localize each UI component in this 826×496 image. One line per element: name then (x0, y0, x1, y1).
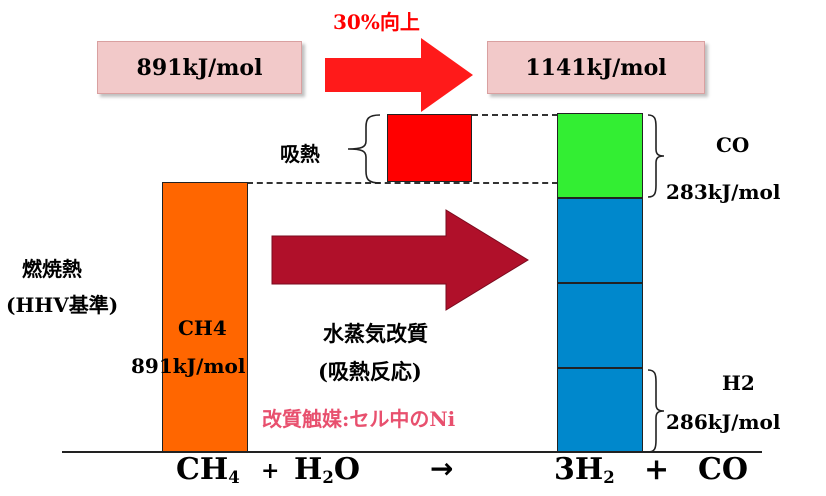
steam-reforming-label: 水蒸気改質 (323, 321, 428, 346)
endothermic-label: 吸熱 (280, 142, 320, 166)
combustion-heat-label: 燃焼熱 (22, 257, 82, 281)
eq-plus-1: + (261, 458, 280, 484)
h2-bar-3 (557, 368, 643, 452)
h2-name-label: H2 (722, 371, 755, 395)
h2-bar-2 (557, 283, 643, 368)
co-name-label: CO (716, 133, 750, 157)
baseline (62, 451, 762, 453)
catalyst-label: 改質触媒:セル中のNi (262, 407, 456, 431)
left-brace-icon (347, 114, 381, 184)
ch4-name-label: CH4 (178, 316, 227, 340)
ch4-value-label: 891kJ/mol (131, 354, 246, 378)
right-value-text: 1141kJ/mol (525, 54, 667, 81)
hhv-basis-label: (HHV基準) (6, 293, 119, 317)
h2-value-label: 286kJ/mol (666, 410, 781, 434)
eq-arrow: → (430, 452, 454, 485)
endothermic-reaction-label: (吸熱反応) (318, 359, 422, 384)
eq-plus-2: + (644, 452, 670, 487)
eq-ch4: CH4 (176, 452, 240, 488)
co-brace-icon (647, 114, 665, 198)
right-value-box: 1141kJ/mol (487, 41, 705, 94)
top-arrow-icon (325, 38, 473, 112)
eq-co: CO (698, 452, 749, 487)
improvement-label: 30%向上 (333, 10, 420, 34)
eq-h2o: H2O (294, 452, 360, 488)
reforming-arrow-icon (271, 209, 529, 311)
eq-h2: 3H2 (554, 452, 615, 488)
co-bar (557, 113, 643, 198)
h2-bar-1 (557, 198, 643, 283)
left-value-box: 891kJ/mol (97, 41, 302, 94)
dashed-line-top (472, 114, 558, 116)
ch4-bar (162, 182, 248, 452)
co-value-label: 283kJ/mol (666, 180, 781, 204)
h2-brace-icon (647, 369, 665, 453)
endothermic-bar (387, 114, 472, 182)
dashed-line-middle (247, 182, 558, 184)
left-value-text: 891kJ/mol (136, 54, 263, 81)
